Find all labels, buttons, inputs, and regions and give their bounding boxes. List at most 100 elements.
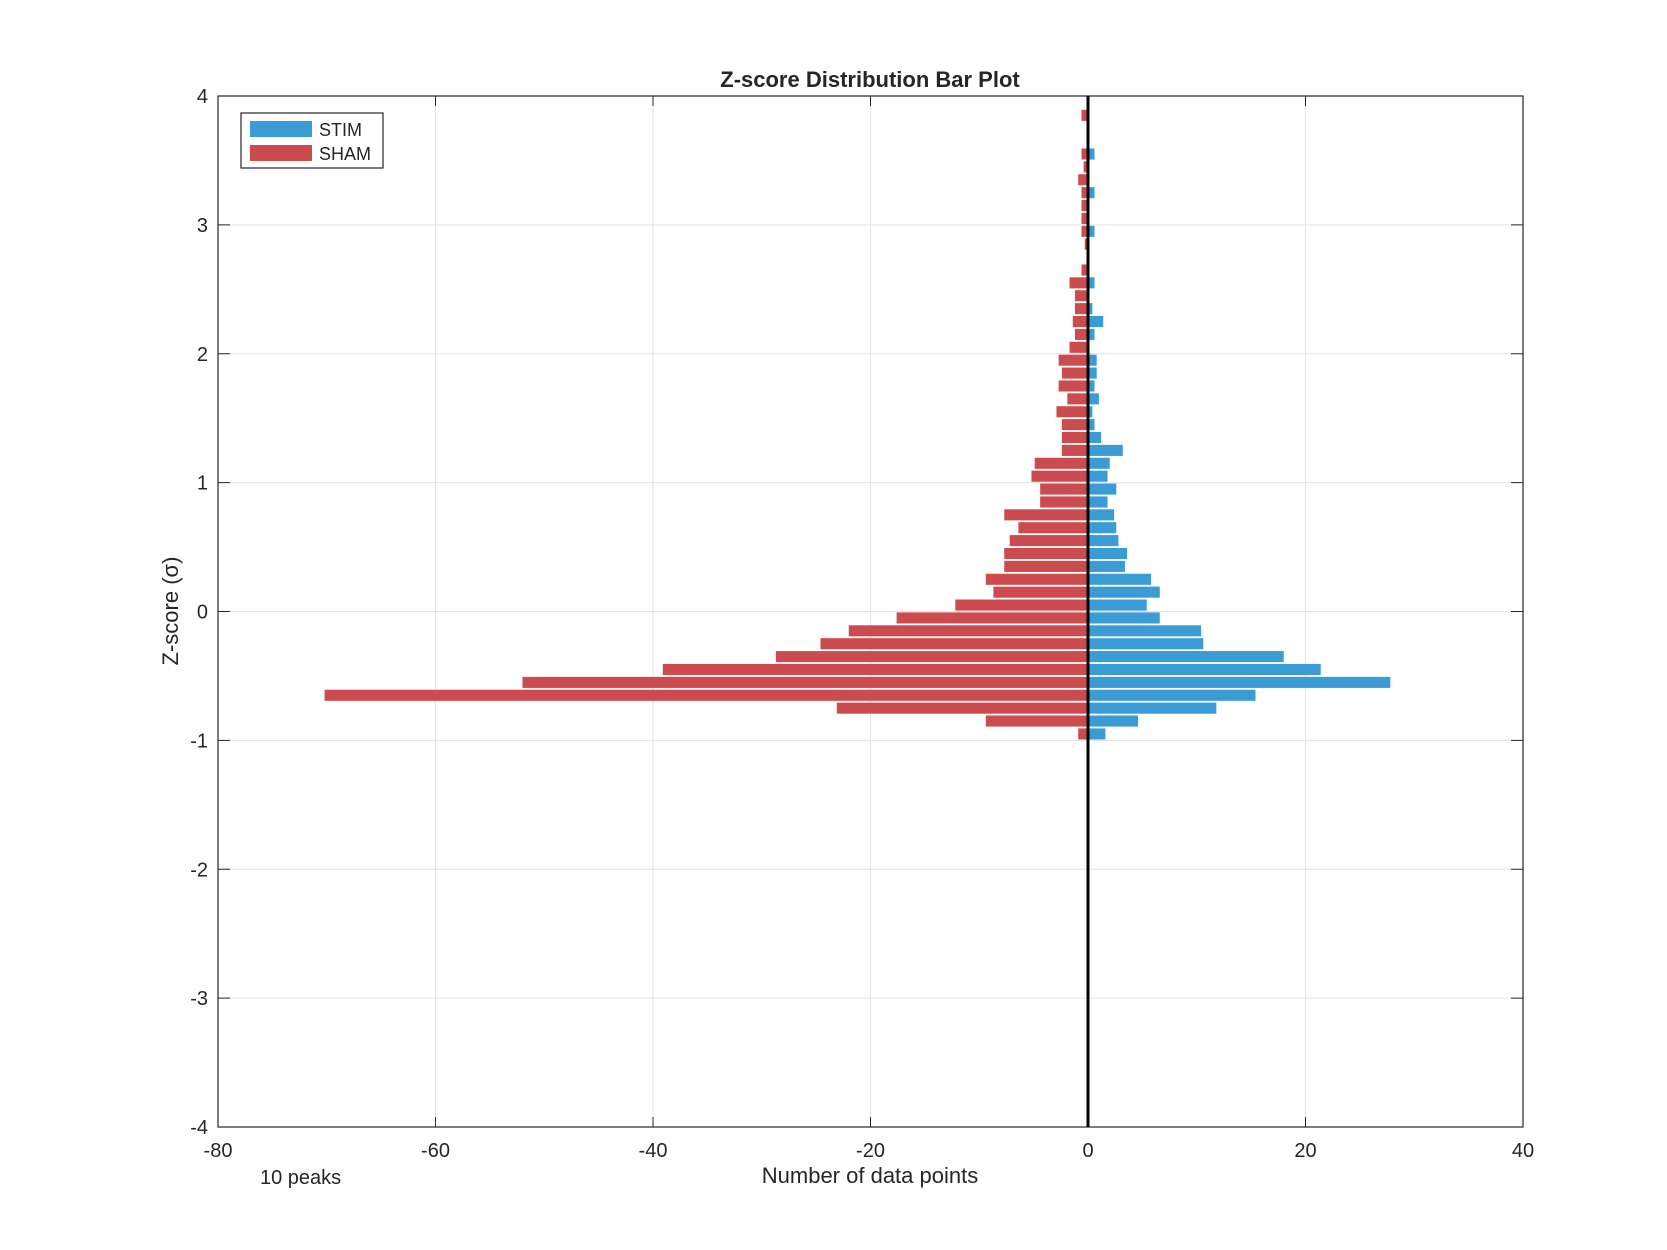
bars <box>324 109 1391 740</box>
bar-sham <box>522 676 1088 688</box>
chart-title: Z-score Distribution Bar Plot <box>720 67 1020 92</box>
bar-sham <box>1031 470 1088 482</box>
axes <box>217 95 1524 1128</box>
bar-sham <box>1040 496 1088 508</box>
bar-stim <box>1088 277 1095 289</box>
bar-stim <box>1088 406 1093 418</box>
bar-sham <box>1084 238 1088 250</box>
bar-sham <box>955 599 1088 611</box>
bar-stim <box>1088 599 1147 611</box>
bar-sham <box>324 689 1088 701</box>
bar-sham <box>1067 393 1088 405</box>
bar-stim <box>1088 470 1108 482</box>
bar-sham <box>1018 522 1088 534</box>
x-axis-label: Number of data points <box>762 1163 978 1188</box>
bar-stim <box>1088 676 1391 688</box>
bar-sham <box>1004 547 1088 560</box>
bar-stim <box>1088 419 1095 431</box>
bar-stim <box>1088 586 1160 598</box>
bar-sham <box>848 625 1088 637</box>
y-axis-label: Z-score (σ) <box>158 557 183 666</box>
bar-stim <box>1088 496 1108 508</box>
x-tick-label: 0 <box>1082 1140 1093 1162</box>
bar-sham <box>1034 457 1088 469</box>
bar-sham <box>662 663 1088 676</box>
tick-labels: -80 -60 -40 -20 0 20 40 4 3 2 1 0 -1 -2 -3 -4 <box>190 86 1534 1162</box>
x-tick-label: -80 <box>204 1140 233 1162</box>
bar-stim <box>1088 651 1284 663</box>
bar-stim <box>1088 702 1217 714</box>
bar-sham <box>1074 328 1088 340</box>
y-tick-label: -3 <box>190 988 208 1010</box>
bar-sham <box>775 651 1088 663</box>
bar-sham <box>1081 212 1088 224</box>
bar-stim <box>1088 522 1117 534</box>
bar-stim <box>1088 444 1123 456</box>
bar-stim <box>1088 573 1152 585</box>
x-tick-label: 40 <box>1512 1140 1534 1162</box>
bar-sham <box>1040 483 1088 495</box>
bar-sham <box>1083 161 1088 173</box>
legend-swatch-stim <box>250 121 312 137</box>
y-tick-label: -2 <box>190 859 208 881</box>
bar-stim <box>1088 354 1097 366</box>
bar-sham <box>1058 354 1088 366</box>
bar-sham <box>993 586 1088 598</box>
bar-stim <box>1088 638 1204 650</box>
bar-stim <box>1088 612 1160 624</box>
legend-swatch-sham <box>250 145 312 161</box>
bar-sham <box>1081 200 1088 212</box>
bar-sham <box>1078 728 1088 740</box>
bar-stim <box>1088 560 1125 572</box>
bar-stim <box>1088 663 1321 676</box>
bar-sham <box>836 702 1088 714</box>
bar-sham <box>1081 148 1088 160</box>
bar-sham <box>1061 444 1088 456</box>
bar-sham <box>1069 341 1088 353</box>
x-tick-label: -40 <box>639 1140 668 1162</box>
bar-stim <box>1088 625 1202 637</box>
bar-sham <box>1009 535 1088 547</box>
bar-sham <box>1061 431 1088 444</box>
bar-sham <box>1061 419 1088 431</box>
bar-stim <box>1088 689 1256 701</box>
bar-sham <box>1081 264 1088 276</box>
bar-sham <box>1081 109 1088 121</box>
y-tick-label: 2 <box>197 344 208 366</box>
bar-sham <box>1081 225 1088 237</box>
bar-sham <box>820 638 1088 650</box>
bar-stim <box>1088 225 1095 237</box>
bar-stim <box>1088 483 1117 495</box>
legend-label-stim: STIM <box>319 120 362 140</box>
bar-sham <box>1078 174 1088 186</box>
bar-sham <box>1004 509 1088 521</box>
bar-stim <box>1088 380 1095 392</box>
bar-stim <box>1088 187 1095 199</box>
y-tick-label: 0 <box>197 602 208 624</box>
y-tick-label: 4 <box>197 86 208 108</box>
bar-sham <box>1061 367 1088 379</box>
y-tick-label: -1 <box>190 730 208 752</box>
bar-sham <box>1081 187 1088 199</box>
bar-sham <box>1072 315 1088 328</box>
y-tick-label: -4 <box>190 1117 208 1139</box>
bar-sham <box>1074 303 1088 315</box>
bar-stim <box>1088 728 1106 740</box>
legend-label-sham: SHAM <box>319 144 371 164</box>
bar-stim <box>1088 509 1115 521</box>
bar-stim <box>1088 148 1095 160</box>
x-tick-label: -20 <box>856 1140 885 1162</box>
bar-sham <box>1069 277 1088 289</box>
bar-stim <box>1088 535 1119 547</box>
bar-sham <box>896 612 1088 624</box>
x-tick-label: -60 <box>421 1140 450 1162</box>
bar-stim <box>1088 367 1097 379</box>
bar-sham <box>1004 560 1088 572</box>
y-tick-label: 1 <box>197 473 208 495</box>
bar-stim <box>1088 715 1139 727</box>
bar-sham <box>985 715 1088 727</box>
peaks-annotation: 10 peaks <box>260 1167 341 1189</box>
bar-stim <box>1088 303 1093 315</box>
bar-stim <box>1088 393 1099 405</box>
